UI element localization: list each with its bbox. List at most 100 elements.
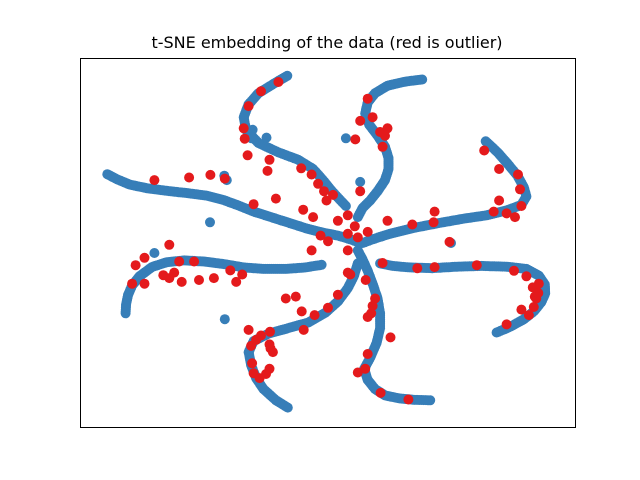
outlier-point (265, 326, 275, 337)
outlier-point (149, 175, 160, 186)
outlier-point (328, 189, 338, 200)
outlier-point (332, 289, 343, 300)
outlier-point (231, 276, 242, 287)
outlier-point (189, 256, 200, 267)
outlier-point (164, 239, 175, 250)
outlier-point (219, 173, 230, 184)
inlier-point (355, 176, 366, 187)
outlier-points (127, 77, 544, 405)
outlier-point (306, 169, 317, 180)
outlier-point (350, 134, 361, 145)
outlier-point (360, 275, 371, 285)
outlier-point (323, 236, 333, 247)
inlier-point (205, 217, 215, 228)
outlier-point (471, 260, 482, 271)
outlier-point (367, 112, 378, 123)
outlier-point (533, 288, 544, 298)
outlier-point (239, 133, 250, 144)
outlier-point (264, 363, 275, 374)
outlier-point (323, 302, 333, 313)
outlier-point (273, 77, 284, 87)
outlier-point (332, 215, 343, 226)
inlier-point (352, 258, 363, 269)
outlier-point (342, 210, 353, 221)
outlier-point (352, 232, 363, 243)
outlier-point (264, 154, 275, 165)
outlier-point (247, 358, 258, 369)
outlier-point (164, 273, 175, 284)
outlier-point (501, 208, 512, 219)
outlier-point (205, 169, 216, 180)
outlier-point (208, 273, 219, 284)
outlier-point (256, 86, 266, 97)
outlier-point (521, 271, 532, 282)
outlier-point (308, 212, 319, 223)
outlier-point (509, 265, 519, 276)
outlier-point (315, 230, 326, 241)
outlier-point (139, 252, 150, 263)
outlier-point (533, 278, 544, 289)
chart-title: t-SNE embedding of the data (red is outl… (151, 33, 502, 52)
inlier-point (340, 201, 351, 211)
outlier-point (494, 164, 505, 174)
outlier-point (380, 130, 390, 141)
outlier-point (444, 236, 455, 247)
outlier-point (238, 123, 249, 134)
inlier-point (316, 259, 327, 270)
outlier-point (510, 212, 520, 223)
outlier-point (342, 267, 353, 278)
outlier-point (174, 256, 185, 267)
outlier-point (256, 330, 266, 341)
outlier-point (377, 258, 388, 268)
inlier-point (247, 124, 258, 135)
outlier-point (488, 206, 499, 217)
outlier-point (494, 195, 505, 206)
outlier-point (176, 276, 187, 287)
outlier-point (412, 263, 423, 274)
outlier-point (313, 178, 324, 189)
outlier-point (407, 219, 418, 230)
inlier-point (149, 248, 160, 258)
outlier-point (262, 165, 273, 176)
outlier-point (428, 217, 439, 228)
outlier-point (296, 163, 307, 174)
outlier-point (515, 184, 525, 195)
outlier-point (360, 363, 371, 374)
outlier-point (362, 226, 373, 237)
outlier-point (377, 141, 388, 152)
outlier-point (429, 262, 440, 273)
outlier-point (243, 324, 254, 335)
outlier-point (366, 308, 377, 319)
outlier-point (264, 339, 275, 350)
outlier-point (375, 387, 386, 398)
outlier-point (237, 269, 248, 280)
outlier-point (321, 195, 332, 206)
outlier-point (349, 221, 360, 232)
inlier-point (261, 132, 272, 143)
outlier-point (342, 228, 353, 239)
outlier-point (367, 300, 378, 311)
outlier-point (242, 150, 253, 161)
outlier-point (243, 101, 254, 112)
outlier-point (385, 332, 396, 343)
outlier-point (516, 304, 527, 315)
outlier-point (130, 260, 141, 271)
outlier-point (298, 204, 309, 215)
inlier-point (340, 133, 351, 144)
outlier-point (429, 206, 440, 217)
outlier-point (516, 201, 527, 211)
outlier-point (306, 245, 317, 256)
outlier-point (528, 302, 539, 312)
outlier-point (270, 193, 281, 204)
outlier-point (501, 319, 512, 330)
outlier-point (403, 394, 414, 405)
outlier-point (290, 291, 301, 302)
outlier-point (309, 310, 320, 321)
inlier-point (219, 314, 230, 325)
inlier-point (352, 212, 363, 223)
outlier-point (513, 169, 523, 180)
plot-frame (80, 58, 576, 428)
outlier-point (194, 275, 204, 285)
outlier-point (280, 293, 291, 304)
